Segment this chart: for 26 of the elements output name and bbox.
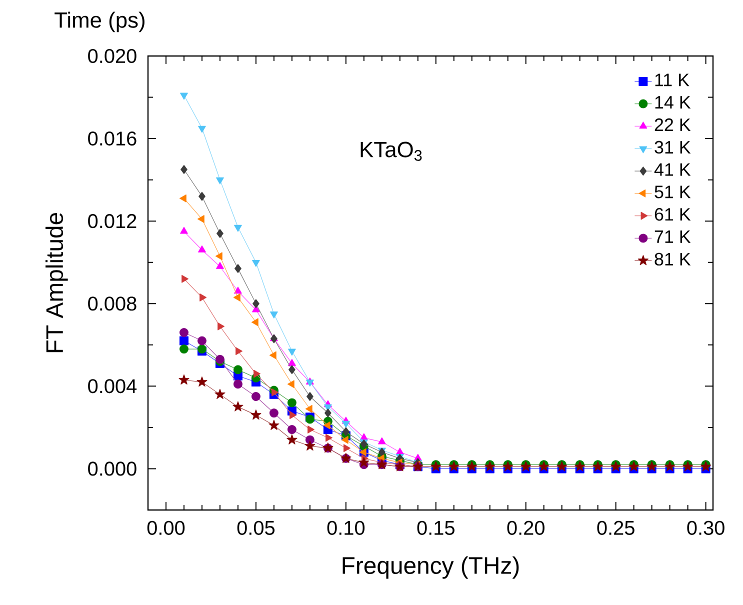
legend-label: 71 K [654,230,691,243]
y-tick-label: 0.000 [88,462,136,476]
legend-label: 61 K [654,208,691,221]
y-tick-label: 0.012 [88,214,136,228]
x-tick-label: 0.05 [237,520,275,535]
legend-label: 41 K [654,163,691,176]
x-tick-label: 0.20 [507,520,544,535]
legend-label: 51 K [654,186,691,198]
x-tick-label: 0.30 [687,520,724,535]
legend-label: 11 K [655,74,690,86]
annotation: KTaO$_{3}$ [360,142,422,161]
text: Time (ps) [54,12,144,32]
y-axis-title: FT Amplitude [46,213,68,352]
legend-label: 81 K [654,252,691,266]
y-tick-label: 0.016 [88,131,136,146]
x-tick-label: 0.10 [327,520,365,535]
y-tick-label: 0.004 [88,379,137,394]
legend-label: 14 K [655,96,691,108]
y-tick-label: 0.020 [88,48,136,64]
legend-label: 31 K [654,140,691,154]
x-tick-label: 0.15 [417,520,454,535]
y-tick-label: 0.008 [88,296,136,311]
x-axis-title: Frequency (THz) [342,556,519,579]
x-tick-label: 0.00 [147,520,185,535]
legend-label: 22 K [654,118,691,131]
x-tick-label: 0.25 [597,520,634,535]
